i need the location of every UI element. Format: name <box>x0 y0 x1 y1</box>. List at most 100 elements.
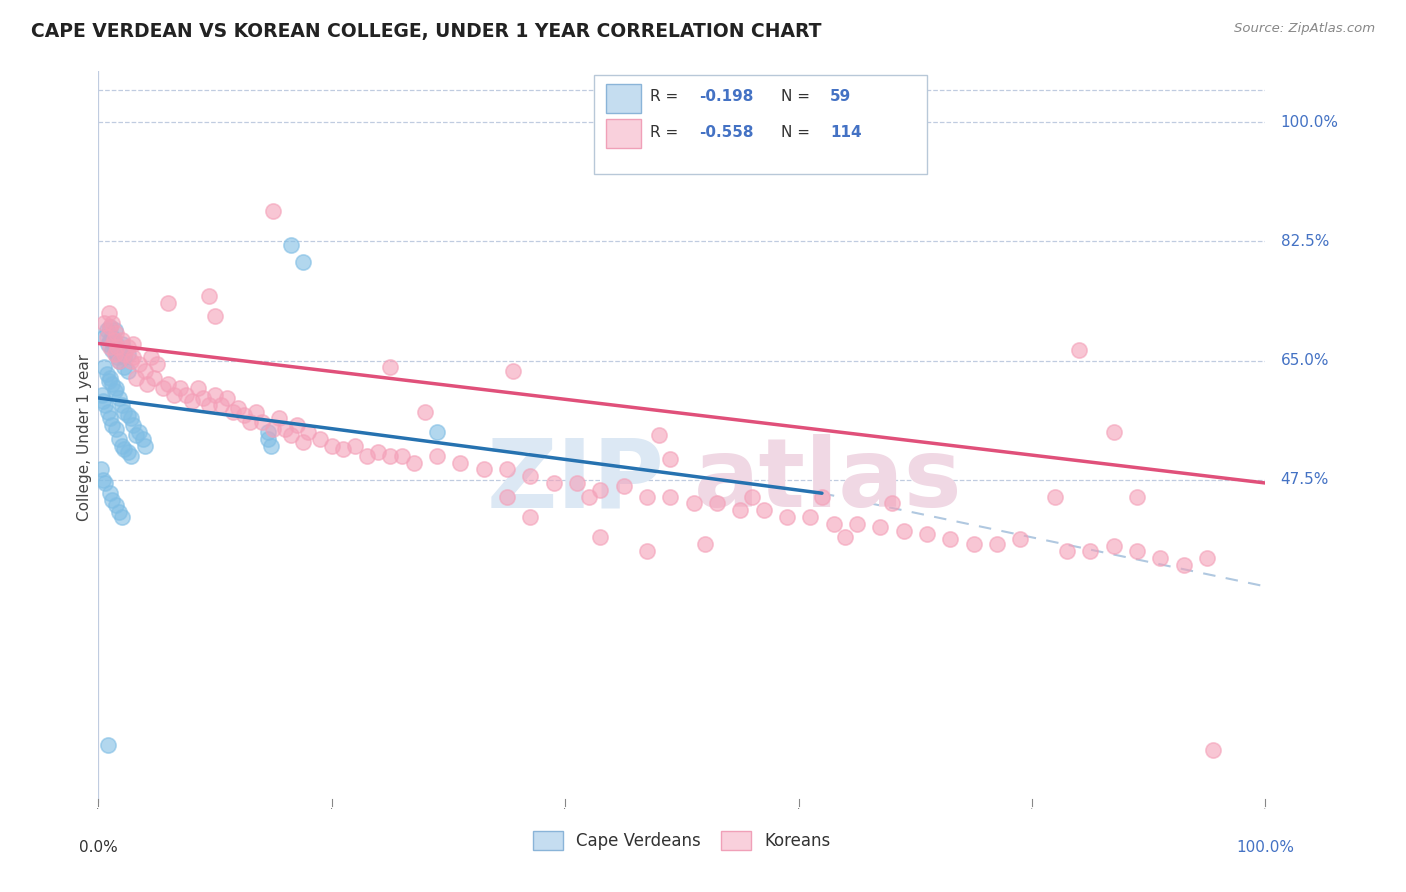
Point <box>97 738 120 752</box>
Point <box>108 505 131 519</box>
Point <box>101 343 124 358</box>
Point <box>659 452 682 467</box>
Point <box>344 439 367 453</box>
Point <box>1202 743 1225 757</box>
Point <box>869 520 891 534</box>
Point <box>98 486 121 500</box>
Point <box>1067 343 1090 358</box>
Point <box>636 544 658 558</box>
Point <box>90 387 112 401</box>
Point <box>228 401 250 416</box>
Point <box>245 404 267 418</box>
Point <box>647 428 669 442</box>
Text: 82.5%: 82.5% <box>1281 234 1329 249</box>
Text: R =: R = <box>651 125 683 139</box>
Point <box>198 289 221 303</box>
Point <box>98 370 121 384</box>
Point <box>98 340 121 354</box>
Point <box>380 449 402 463</box>
Point <box>543 475 565 490</box>
Point <box>122 350 145 364</box>
Point <box>565 475 588 490</box>
Point <box>101 329 124 343</box>
Point <box>391 449 413 463</box>
Point <box>682 496 704 510</box>
Point <box>93 329 115 343</box>
Point <box>502 364 524 378</box>
Point <box>128 425 150 439</box>
Point <box>91 394 114 409</box>
Text: ZIP: ZIP <box>486 434 665 527</box>
Point <box>105 340 128 354</box>
Point <box>1102 425 1125 439</box>
Point <box>741 490 763 504</box>
Point <box>96 329 118 343</box>
Point <box>98 333 121 347</box>
Point <box>187 381 209 395</box>
Point <box>1045 490 1067 504</box>
Point <box>103 333 125 347</box>
Point <box>93 360 115 375</box>
Point <box>262 421 284 435</box>
Point <box>97 306 120 320</box>
Point <box>101 493 124 508</box>
Point <box>101 418 124 433</box>
Point <box>799 510 821 524</box>
Point <box>112 404 135 418</box>
Point <box>108 343 131 358</box>
Point <box>146 357 169 371</box>
Point <box>157 377 180 392</box>
Point <box>117 408 139 422</box>
Point <box>117 340 139 354</box>
Point <box>108 353 131 368</box>
Point <box>962 537 984 551</box>
Point <box>152 381 174 395</box>
Point <box>101 377 124 392</box>
Point <box>112 350 135 364</box>
Text: Source: ZipAtlas.com: Source: ZipAtlas.com <box>1234 22 1375 36</box>
Point <box>309 432 332 446</box>
Point <box>280 238 302 252</box>
Point <box>108 432 131 446</box>
Point <box>1195 550 1218 565</box>
Point <box>986 537 1008 551</box>
Point <box>472 462 495 476</box>
Point <box>209 398 232 412</box>
Text: 47.5%: 47.5% <box>1281 472 1329 487</box>
Point <box>519 469 541 483</box>
Point <box>260 439 283 453</box>
Point <box>519 510 541 524</box>
Point <box>169 381 191 395</box>
Point <box>96 323 118 337</box>
Point <box>274 421 297 435</box>
Point <box>659 490 682 504</box>
Text: 65.0%: 65.0% <box>1281 353 1329 368</box>
Point <box>120 353 142 368</box>
Point <box>97 404 120 418</box>
Point <box>125 370 148 384</box>
Point <box>117 445 139 459</box>
Point <box>94 475 117 490</box>
Point <box>321 439 343 453</box>
Point <box>157 295 180 310</box>
Point <box>1056 544 1078 558</box>
Point <box>104 381 127 395</box>
Point <box>752 503 775 517</box>
Point <box>636 490 658 504</box>
Point <box>104 323 127 337</box>
Point <box>136 377 159 392</box>
Point <box>291 435 314 450</box>
Point <box>122 336 145 351</box>
Point <box>1149 550 1171 565</box>
Point <box>1173 558 1195 572</box>
Text: atlas: atlas <box>693 434 962 527</box>
Point <box>134 364 156 378</box>
Point <box>104 326 127 341</box>
Point <box>426 449 449 463</box>
Point <box>134 439 156 453</box>
Point <box>104 347 127 361</box>
Point <box>1102 539 1125 553</box>
Point <box>111 398 134 412</box>
Point <box>256 432 278 446</box>
Point <box>811 490 834 504</box>
